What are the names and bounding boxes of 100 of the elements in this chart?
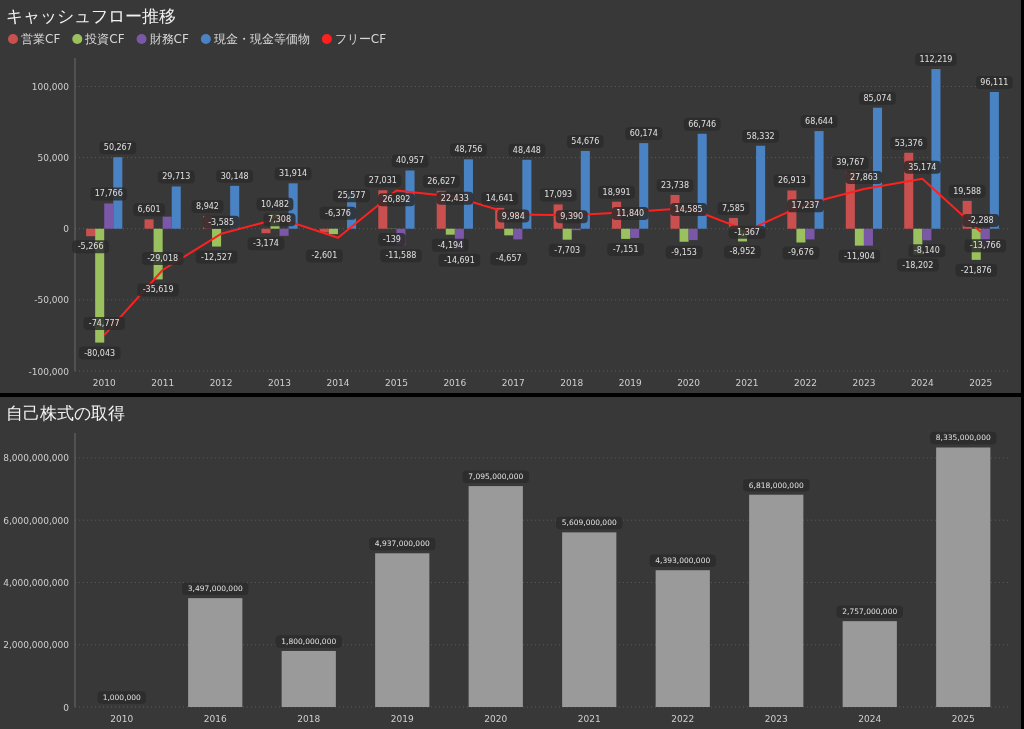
data-label: -11,904 bbox=[843, 251, 875, 261]
data-label: 14,641 bbox=[485, 193, 514, 203]
data-label: 60,174 bbox=[629, 129, 658, 139]
data-label: 22,433 bbox=[440, 193, 469, 203]
x-tick-label: 2025 bbox=[951, 714, 975, 724]
data-label: -18,202 bbox=[902, 260, 934, 270]
x-tick-label: 2013 bbox=[268, 378, 291, 388]
data-label: -7,151 bbox=[612, 244, 639, 254]
data-label: 54,676 bbox=[571, 136, 600, 146]
data-label: 30,148 bbox=[220, 171, 249, 181]
legend-label: 営業CF bbox=[21, 32, 61, 46]
data-label: -2,288 bbox=[967, 215, 994, 225]
data-label: 40,957 bbox=[395, 156, 424, 166]
x-tick-label: 2012 bbox=[209, 378, 233, 388]
data-label: -21,876 bbox=[960, 265, 992, 275]
y-tick-label: 8,000,000,000 bbox=[3, 453, 70, 464]
x-tick-label: 2019 bbox=[618, 378, 642, 388]
x-tick-label: 2023 bbox=[764, 714, 788, 724]
data-label: -9,153 bbox=[671, 247, 697, 257]
data-label: 7,308 bbox=[268, 215, 291, 225]
x-tick-label: 2017 bbox=[501, 378, 525, 388]
data-label: 23,738 bbox=[661, 180, 690, 190]
data-label: -4,194 bbox=[437, 240, 464, 250]
y-tick-label: 0 bbox=[63, 224, 70, 235]
x-tick-label: 2016 bbox=[443, 378, 467, 388]
data-label: 85,074 bbox=[863, 93, 892, 103]
data-label: 68,644 bbox=[805, 117, 834, 127]
data-label: 26,913 bbox=[777, 176, 806, 186]
data-label: -11,588 bbox=[385, 251, 417, 261]
data-label: 26,627 bbox=[427, 176, 456, 186]
x-tick-label: 2022 bbox=[794, 378, 817, 388]
data-label: -74,777 bbox=[88, 319, 120, 329]
data-label: -13,766 bbox=[969, 241, 1001, 251]
chart-title: キャッシュフロー推移 bbox=[6, 6, 176, 26]
x-tick-label: 2014 bbox=[326, 378, 350, 388]
y-tick-label: 0 bbox=[63, 702, 70, 713]
legend-label: フリーCF bbox=[334, 32, 387, 46]
data-label: 19,588 bbox=[953, 186, 982, 196]
data-label: -8,140 bbox=[913, 246, 940, 256]
x-tick-label: 2021 bbox=[577, 714, 601, 724]
data-label: -35,619 bbox=[142, 285, 174, 295]
data-label: 50,267 bbox=[103, 143, 132, 153]
y-tick-label: 2,000,000,000 bbox=[3, 640, 70, 651]
x-tick-label: 2021 bbox=[735, 378, 759, 388]
y-tick-label: 4,000,000,000 bbox=[3, 577, 70, 588]
data-label: 26,892 bbox=[382, 195, 411, 205]
x-tick-label: 2016 bbox=[203, 714, 227, 724]
data-label: -139 bbox=[382, 234, 401, 244]
x-tick-label: 2010 bbox=[110, 714, 134, 724]
data-label: 58,332 bbox=[746, 131, 775, 141]
data-label: -4,657 bbox=[495, 254, 522, 264]
data-label: 6,601 bbox=[137, 205, 161, 215]
x-tick-label: 2025 bbox=[969, 378, 993, 388]
x-tick-label: 2018 bbox=[297, 714, 321, 724]
x-tick-label: 2010 bbox=[92, 378, 116, 388]
data-label: -3,585 bbox=[208, 217, 234, 227]
y-tick-label: 50,000 bbox=[37, 153, 70, 164]
x-tick-label: 2011 bbox=[151, 378, 175, 388]
data-label: -9,676 bbox=[788, 248, 814, 258]
data-label: 48,448 bbox=[512, 145, 541, 155]
x-tick-label: 2018 bbox=[560, 378, 584, 388]
legend-label: 財務CF bbox=[149, 32, 189, 46]
x-tick-label: 2024 bbox=[858, 714, 882, 724]
data-label: -5,266 bbox=[77, 242, 104, 252]
x-tick-label: 2024 bbox=[910, 378, 935, 388]
y-tick-label: 100,000 bbox=[31, 81, 70, 92]
data-label: 14,585 bbox=[674, 204, 703, 214]
data-label: 9,390 bbox=[560, 212, 584, 222]
y-tick-label: -100,000 bbox=[28, 366, 70, 377]
data-label: 27,031 bbox=[368, 176, 397, 186]
data-label: 35,174 bbox=[908, 162, 937, 172]
data-label: -2,601 bbox=[311, 251, 338, 261]
data-label: -29,018 bbox=[147, 254, 179, 264]
data-label: 66,746 bbox=[688, 119, 717, 129]
data-label: 17,766 bbox=[94, 189, 123, 199]
data-label: -8,952 bbox=[729, 247, 756, 257]
data-label: 53,376 bbox=[894, 138, 923, 148]
data-label: -14,691 bbox=[443, 255, 475, 265]
legend-label: 投資CF bbox=[84, 32, 125, 46]
x-tick-label: 2015 bbox=[384, 378, 408, 388]
data-label: 8,942 bbox=[196, 202, 219, 212]
data-label: -80,043 bbox=[84, 348, 116, 358]
y-tick-label: -50,000 bbox=[34, 295, 70, 306]
chart-title: 自己株式の取得 bbox=[6, 403, 125, 423]
legend-label: 現金・現金等価物 bbox=[213, 32, 310, 46]
data-label: 7,585 bbox=[721, 203, 745, 213]
x-tick-label: 2020 bbox=[677, 378, 701, 388]
data-label: 18,991 bbox=[602, 187, 631, 197]
y-tick-label: 6,000,000,000 bbox=[3, 515, 70, 526]
data-label: 25,577 bbox=[337, 191, 366, 201]
data-label: 48,756 bbox=[454, 145, 483, 155]
data-label: -6,376 bbox=[325, 208, 351, 218]
x-tick-label: 2022 bbox=[671, 714, 695, 724]
x-tick-label: 2020 bbox=[484, 714, 508, 724]
data-label: 10,482 bbox=[261, 199, 289, 209]
data-label: 112,219 bbox=[919, 55, 953, 65]
data-label: 39,767 bbox=[836, 158, 865, 168]
data-label: -3,174 bbox=[253, 239, 279, 249]
data-label: 96,111 bbox=[980, 77, 1009, 87]
data-label: 31,914 bbox=[279, 169, 308, 179]
